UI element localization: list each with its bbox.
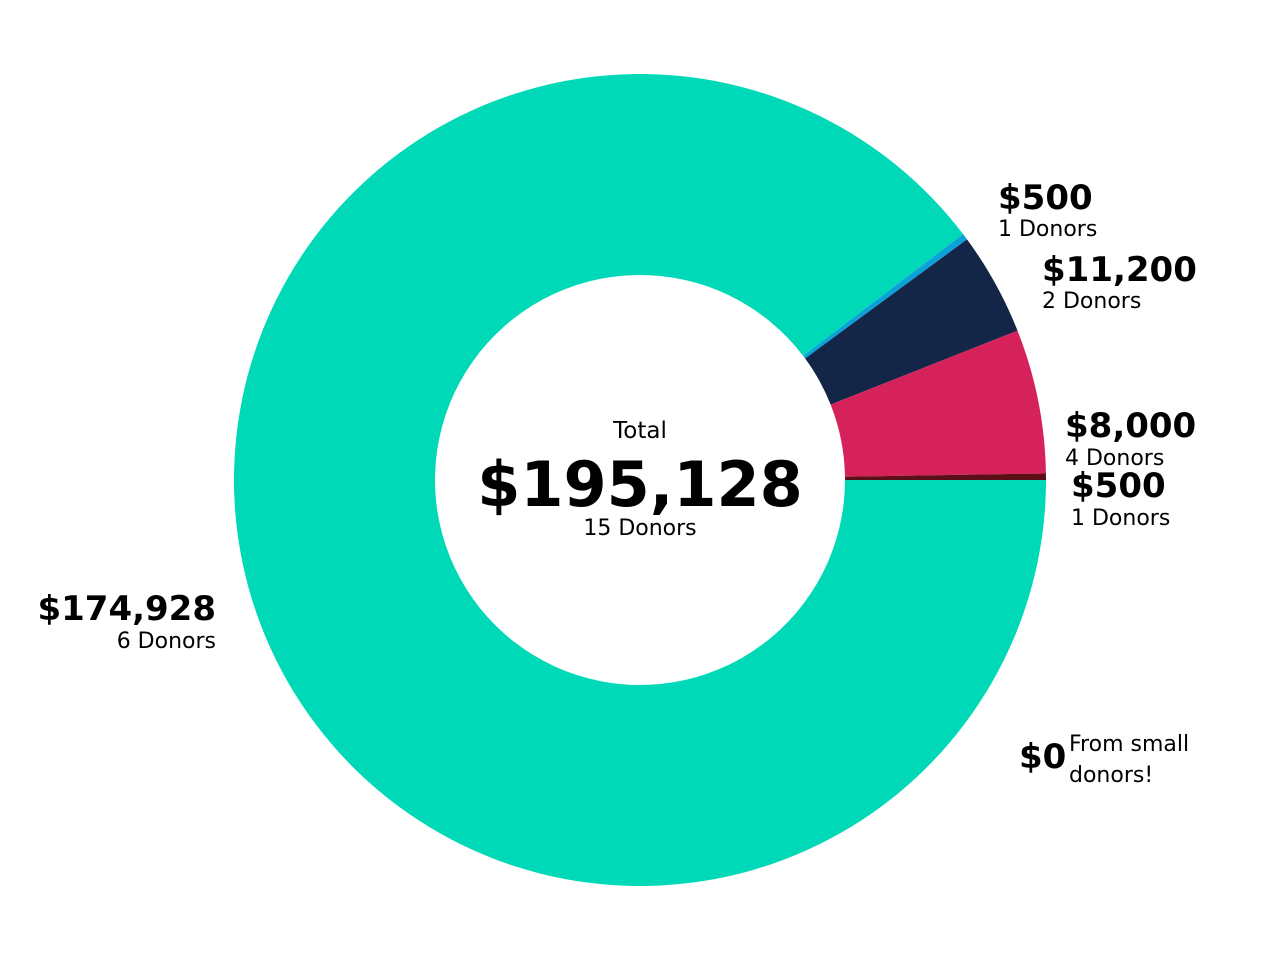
slice-labels: $174,928 6 Donors $500 1 Donors $8,000 4… [37, 178, 1196, 654]
donut-slice [830, 330, 1046, 477]
center-total-label: Total [612, 418, 667, 444]
slice-donors-label: 4 Donors [1065, 446, 1164, 471]
donut-slice [803, 234, 968, 359]
slice-amount-label: $8,000 [1065, 406, 1196, 446]
slice-donors-label: 1 Donors [1071, 506, 1170, 531]
center-total-donors: 15 Donors [583, 516, 696, 541]
small-donors-amount: $0 [1019, 737, 1066, 777]
slice-donors-label: 2 Donors [1042, 289, 1141, 314]
donut-slice [233, 73, 1046, 886]
slice-donors-label: 1 Donors [998, 217, 1097, 242]
small-donors-text-line2: donors! [1069, 763, 1153, 788]
small-donors-text-line1: From small [1069, 732, 1189, 757]
slice-amount-label: $11,200 [1042, 250, 1197, 290]
donut-slices [233, 73, 1046, 886]
donut-slice [844, 473, 1046, 480]
slice-amount-label: $500 [1071, 466, 1166, 506]
donut-slice [805, 239, 1018, 405]
slice-amount-label: $174,928 [37, 589, 216, 629]
slice-donors-label: 6 Donors [117, 629, 216, 654]
center-total-amount: $195,128 [477, 448, 803, 521]
slice-amount-label: $500 [998, 178, 1093, 218]
small-donors-note: $0 From small donors! [1019, 732, 1189, 788]
